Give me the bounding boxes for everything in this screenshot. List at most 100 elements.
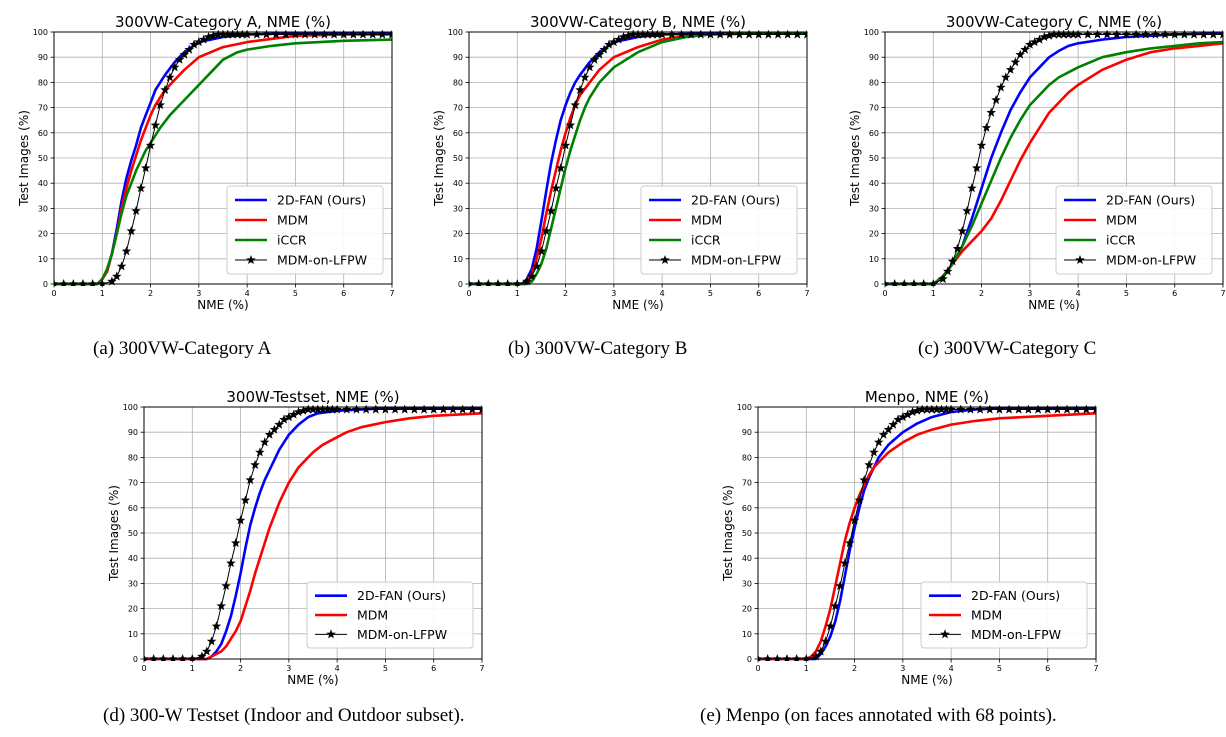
series-marker-star	[696, 30, 706, 39]
series-marker-star	[409, 405, 420, 414]
legend-marker-star	[326, 629, 336, 639]
series-marker-star	[996, 82, 1006, 92]
series-marker-star	[211, 621, 222, 631]
y-tick-label: 40	[38, 179, 48, 188]
series-marker-star	[975, 405, 985, 414]
series-marker-star	[252, 30, 262, 39]
series-marker-star	[245, 475, 255, 485]
series-marker-star	[580, 72, 590, 82]
series-marker-star	[1218, 30, 1223, 39]
legend-label: MDM-on-LFPW	[1106, 253, 1196, 268]
series-marker-star	[922, 405, 932, 414]
series-marker-star	[260, 437, 270, 447]
series-marker-star	[633, 30, 643, 39]
series-marker-star	[197, 651, 207, 661]
series-marker-star	[613, 34, 624, 44]
x-tick-label: 1	[190, 664, 195, 673]
x-tick-label: 3	[611, 289, 616, 298]
y-tick-label: 30	[869, 204, 879, 213]
series-marker-star	[184, 44, 194, 54]
series-marker-star	[883, 424, 894, 434]
series-marker-star	[160, 85, 170, 94]
series-marker-star	[976, 140, 987, 150]
y-tick-label: 40	[128, 554, 138, 563]
x-tick-label: 5	[383, 664, 388, 673]
series-marker-star	[623, 30, 634, 40]
x-axis-label: NME (%)	[197, 298, 249, 312]
series-marker-star	[628, 30, 638, 39]
y-tick-label: 60	[742, 504, 752, 513]
y-axis-label: Test Images (%)	[432, 110, 446, 207]
legend-label: MDM	[691, 213, 722, 228]
series-marker-star	[985, 405, 995, 414]
series-marker-star	[849, 515, 860, 525]
y-tick-label: 10	[742, 630, 752, 639]
series-marker-star	[1020, 44, 1030, 54]
x-tick-label: 5	[708, 289, 713, 298]
series-marker-star	[965, 405, 976, 414]
y-tick-label: 50	[742, 529, 752, 538]
x-tick-label: 3	[196, 289, 201, 298]
series-marker-star	[387, 30, 392, 39]
series-line	[885, 41, 1223, 286]
series-line	[758, 406, 1096, 661]
series-marker-star	[1062, 405, 1072, 414]
chart-title: 300VW-Category C, NME (%)	[946, 13, 1162, 31]
series-marker-star	[194, 37, 204, 47]
series-marker-star	[358, 30, 368, 39]
series-marker-star	[854, 495, 865, 505]
series-marker-star	[734, 30, 745, 39]
x-tick-label: 2	[979, 289, 984, 298]
y-tick-label: 30	[453, 204, 463, 213]
y-tick-label: 30	[38, 204, 48, 213]
y-tick-label: 0	[458, 280, 463, 289]
y-tick-label: 70	[38, 104, 48, 113]
series-marker-star	[527, 271, 537, 281]
legend-label: MDM	[277, 213, 308, 228]
series-marker-star	[936, 405, 947, 414]
series-marker-star	[218, 30, 228, 39]
series-marker-star	[1208, 30, 1219, 39]
legend-label: 2D-FAN (Ours)	[691, 193, 780, 208]
series-marker-star	[313, 405, 323, 414]
x-axis-label: NME (%)	[287, 673, 339, 687]
x-tick-label: 1	[515, 289, 520, 298]
x-axis-label: NME (%)	[901, 673, 953, 687]
x-tick-label: 0	[141, 664, 146, 673]
series-marker-star	[250, 460, 260, 469]
legend-marker-star	[660, 255, 670, 264]
x-tick-label: 7	[389, 289, 394, 298]
series-marker-star	[715, 30, 725, 39]
series-marker-star	[141, 163, 151, 173]
series-marker-star	[457, 405, 468, 414]
series-marker-star	[947, 256, 958, 266]
series-marker-star	[652, 30, 663, 39]
x-tick-label: 7	[1093, 664, 1098, 673]
series-marker-star	[1179, 30, 1190, 39]
series-marker-star	[967, 183, 977, 193]
series-marker-star	[317, 405, 328, 414]
series-marker-star	[943, 266, 953, 276]
y-tick-label: 50	[38, 154, 48, 163]
chart-4: 0 1 2 3 4 5 6 70102030405060708090100300W-Tests…	[107, 388, 485, 687]
x-tick-label: 2	[852, 664, 857, 673]
y-tick-label: 80	[38, 78, 48, 87]
series-marker-star	[840, 558, 850, 568]
series-marker-star	[298, 405, 309, 415]
series-marker-star	[351, 405, 362, 414]
series-marker-star	[232, 30, 243, 39]
series-marker-star	[1071, 405, 1082, 414]
series-marker-star	[242, 30, 252, 39]
series-marker-star	[952, 243, 963, 253]
series-marker-star	[165, 72, 175, 82]
series-marker-star	[1054, 30, 1064, 39]
series-marker-star	[1043, 405, 1053, 414]
series-marker-star	[198, 34, 209, 44]
series-marker-star	[189, 39, 199, 49]
y-tick-label: 20	[38, 230, 48, 239]
y-tick-label: 30	[128, 579, 138, 588]
x-tick-label: 4	[335, 664, 340, 673]
plot-frame	[468, 31, 808, 285]
series-marker-star	[991, 95, 1001, 105]
